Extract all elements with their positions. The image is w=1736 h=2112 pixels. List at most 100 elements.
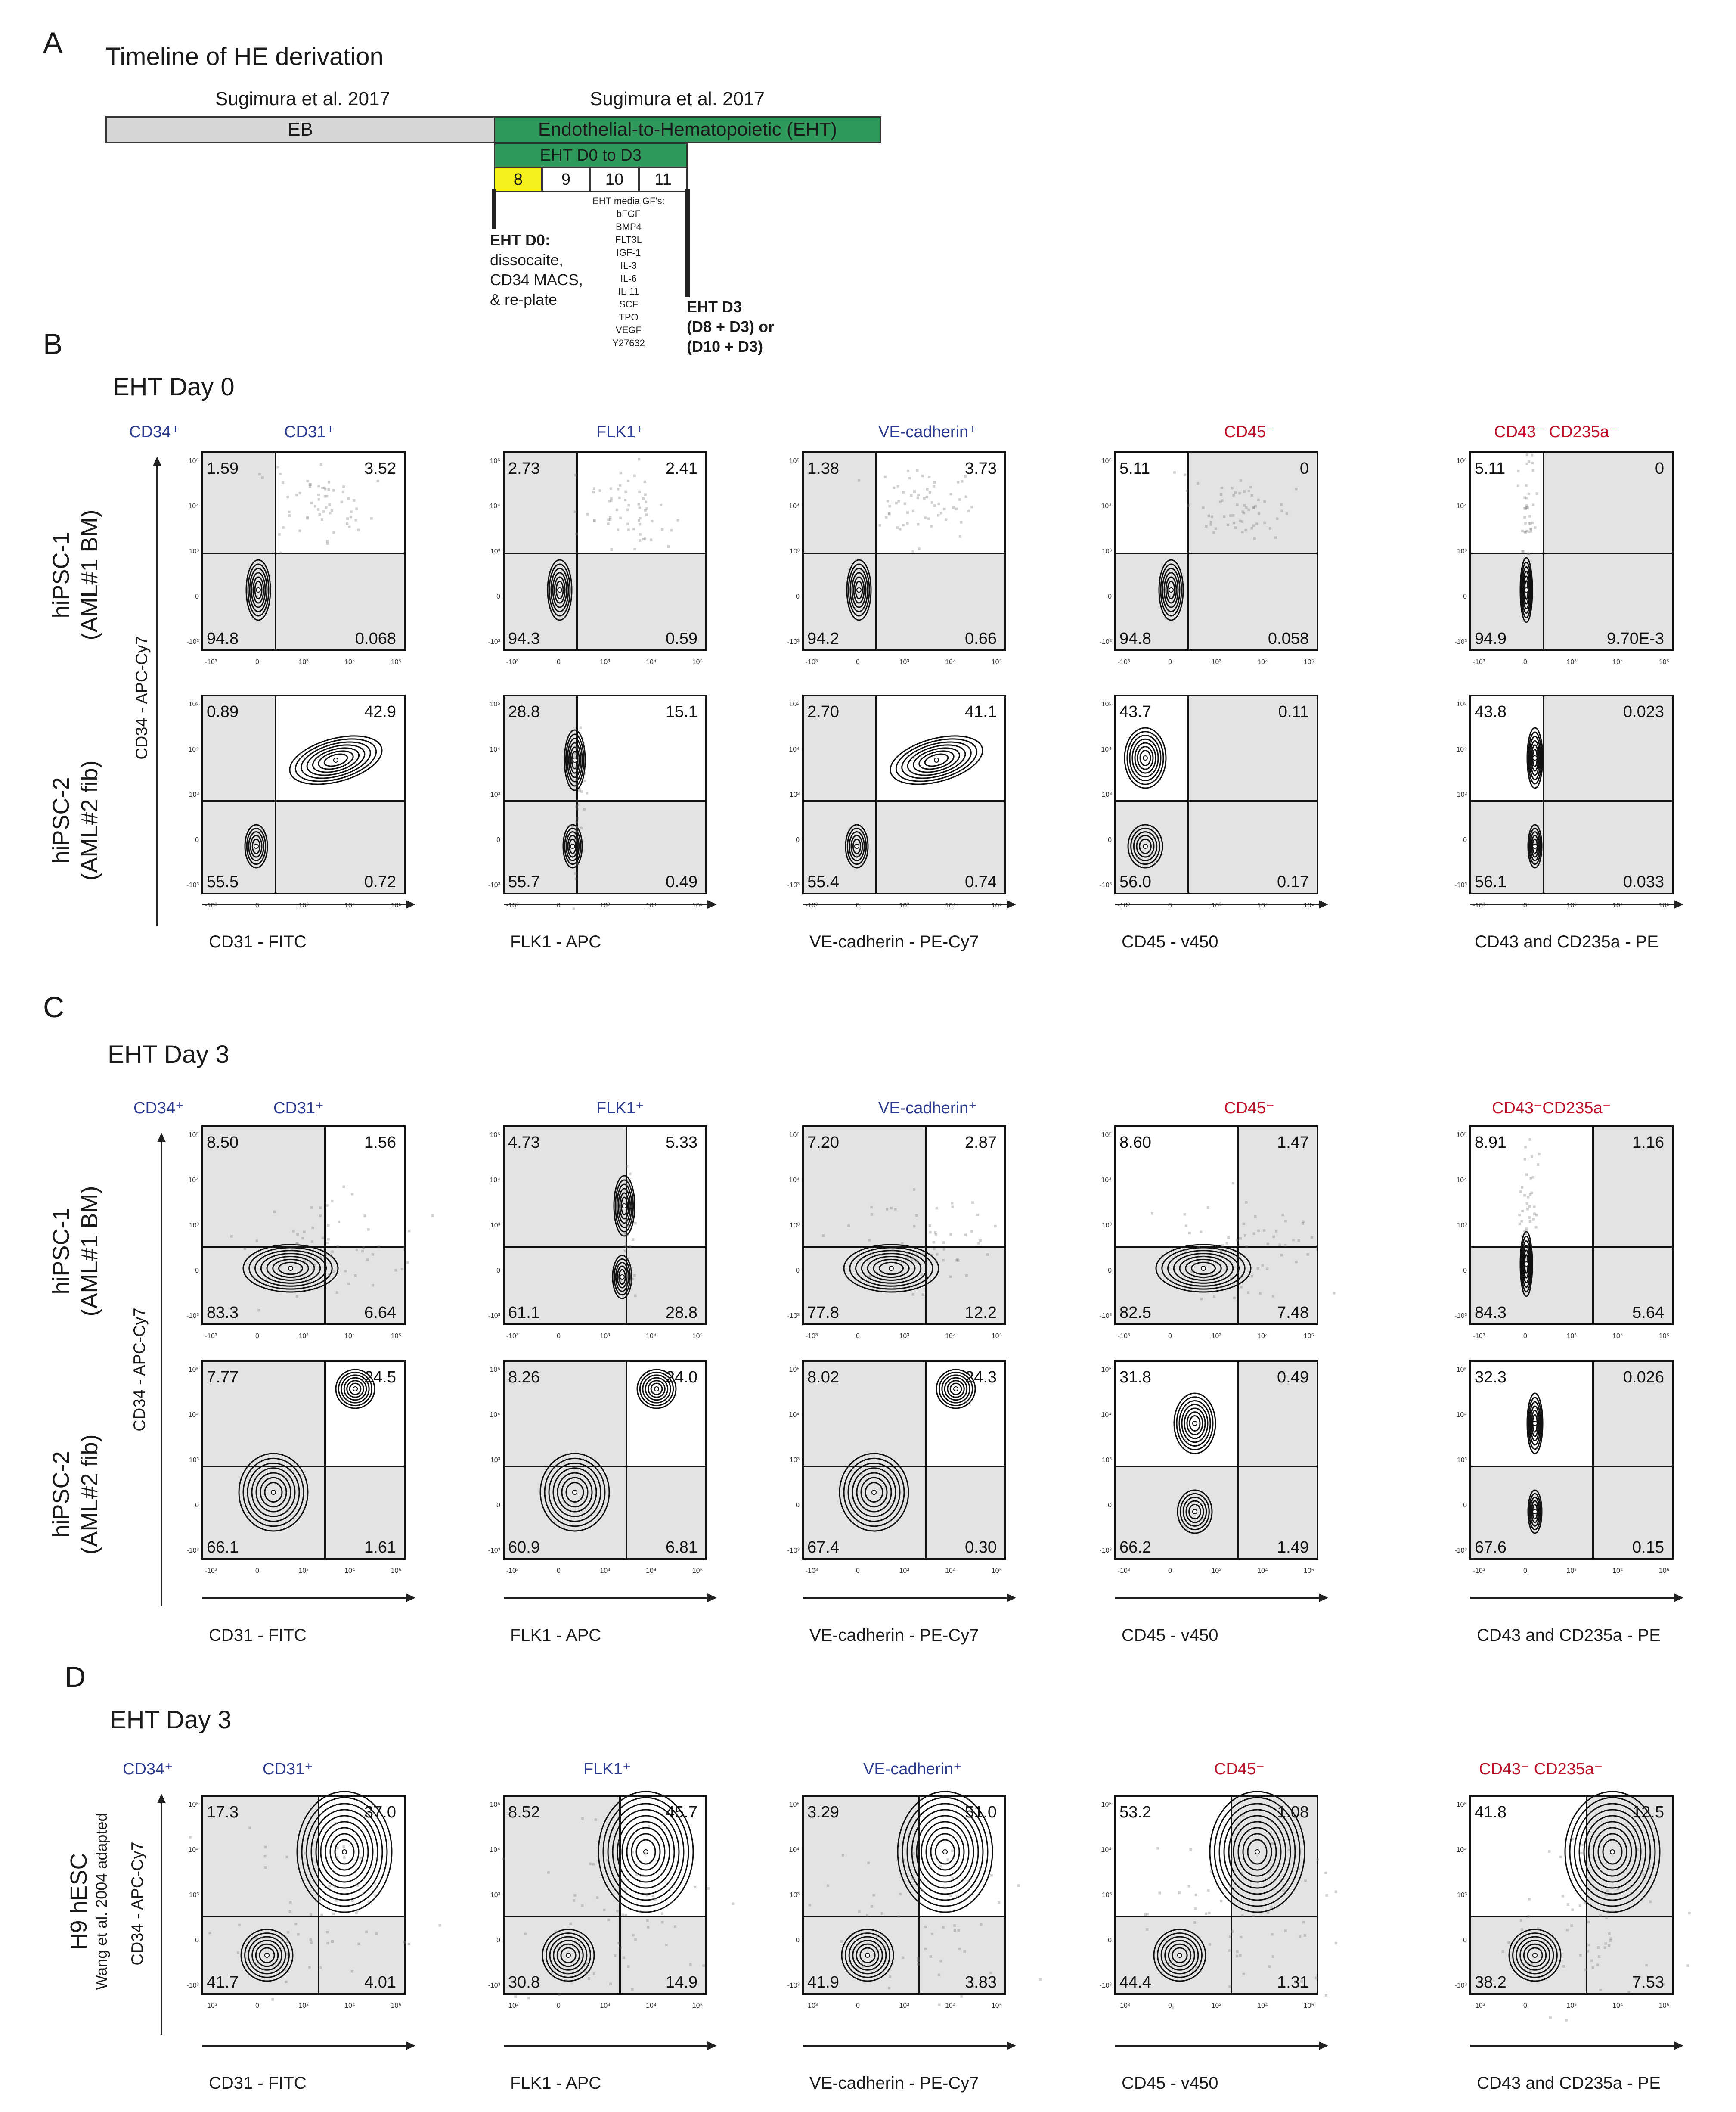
event-dot: [924, 1947, 927, 1950]
y-tick-label: -10³: [1100, 882, 1112, 889]
event-dot: [951, 1202, 954, 1205]
quadrant-percent: 28.8: [508, 703, 540, 721]
event-dot: [888, 1987, 891, 1990]
density-contour: [334, 1839, 355, 1865]
event-dot: [609, 487, 612, 490]
x-arrow-head: [1319, 1593, 1328, 1602]
event-dot: [955, 1259, 958, 1262]
y-tick-label: 10⁴: [1456, 1177, 1467, 1184]
flow-plot: 17.3 37.041.7 4.01-10³ 0 10³ 10⁴ 10⁵10⁵10⁴10³0…: [187, 1791, 441, 2010]
event-dot: [288, 1910, 291, 1913]
density-contour: [1173, 1392, 1216, 1454]
quadrant-percent: 3.73: [965, 460, 997, 478]
event-dot: [295, 494, 298, 497]
event-dot: [1039, 1978, 1042, 1981]
x-tick-label: 10⁵: [391, 658, 401, 666]
panel-b-y-marker: CD34⁺: [129, 423, 180, 441]
y-tick-label: 10⁴: [188, 746, 199, 753]
event-dot: [1245, 1245, 1248, 1248]
event-dot: [554, 1930, 557, 1933]
density-contour: [1564, 1791, 1661, 1913]
quadrant-percent: 8.26: [508, 1368, 540, 1386]
x-arrow-head: [1007, 900, 1016, 909]
event-dot: [327, 1238, 330, 1241]
event-dot: [572, 907, 575, 910]
event-dot: [359, 1857, 362, 1860]
event-dot: [355, 507, 358, 510]
event-dot: [614, 1954, 617, 1957]
event-dot: [594, 1818, 597, 1821]
event-dot: [1295, 488, 1298, 491]
event-dot: [401, 1267, 404, 1270]
density-core: [953, 1386, 958, 1391]
event-dot: [1270, 1906, 1273, 1909]
event-dot: [1184, 1224, 1187, 1227]
density-contour: [1127, 824, 1163, 869]
event-dot: [956, 1895, 959, 1898]
density-contour: [306, 1803, 383, 1901]
event-dot: [1295, 1261, 1298, 1264]
y-tick-label: 10³: [1102, 548, 1112, 555]
density-contour: [867, 1256, 916, 1281]
density-contour: [1167, 581, 1175, 599]
density-contour: [621, 1821, 670, 1883]
density-contour: [547, 559, 573, 621]
density-contour: [242, 1457, 304, 1527]
event-dot: [254, 1936, 257, 1939]
density-contour: [861, 1253, 922, 1284]
x-tick-label: -10³: [1473, 1332, 1485, 1340]
event-dot: [661, 528, 664, 531]
density-contour: [346, 1380, 364, 1398]
event-dot: [324, 488, 327, 491]
event-dot: [1304, 1879, 1307, 1882]
event-dot: [317, 498, 320, 501]
x-tick-label: -10³: [205, 1567, 217, 1575]
event-dot: [1517, 470, 1520, 473]
event-dot: [502, 1858, 505, 1861]
density-core: [264, 1953, 270, 1958]
event-dot: [303, 1260, 306, 1263]
event-dot: [626, 522, 629, 525]
event-dot: [356, 1909, 359, 1912]
x-tick-label: 10⁴: [344, 2002, 355, 2010]
event-dot: [581, 1904, 584, 1907]
panel-b-letter: B: [43, 328, 63, 360]
density-contour: [619, 1192, 629, 1220]
density-contour: [306, 744, 366, 776]
x-tick-label: 10³: [298, 1332, 309, 1340]
x-tick-label: 10⁵: [992, 2002, 1002, 2010]
y-tick-label: 0: [1108, 1937, 1112, 1944]
x-tick-label: 0: [856, 1567, 860, 1575]
event-dot: [647, 1926, 650, 1929]
event-dot: [1284, 1929, 1287, 1932]
event-dot: [1257, 1229, 1260, 1232]
event-dot: [915, 1214, 918, 1217]
event-dot: [354, 519, 357, 522]
ref-left: Sugimura et al. 2017: [215, 88, 391, 109]
event-dot: [1528, 1216, 1531, 1219]
event-dot: [1527, 1196, 1530, 1199]
density-contour: [546, 1932, 591, 1978]
density-contour: [1132, 738, 1159, 778]
event-dot: [1524, 507, 1527, 510]
event-dot: [939, 1865, 942, 1868]
density-contour: [616, 1183, 632, 1228]
density-contour: [1133, 831, 1158, 861]
y-tick-label: 10⁴: [789, 746, 800, 753]
gf-item: VEGF: [616, 325, 642, 335]
density-core: [570, 844, 575, 849]
quadrant-percent: 30.8: [508, 1973, 540, 1991]
shaded-quadrant: [504, 1126, 626, 1247]
event-dot: [371, 1284, 374, 1287]
quadrant-percent: 43.8: [1475, 703, 1507, 721]
event-dot: [915, 1253, 918, 1256]
event-dot: [313, 1264, 316, 1267]
density-contour: [1521, 566, 1531, 614]
event-dot: [286, 1953, 289, 1956]
event-dot: [917, 1959, 920, 1962]
row-line2: (AML#1 BM): [77, 509, 102, 640]
event-dot: [603, 1908, 606, 1911]
density-contour: [1521, 1240, 1531, 1288]
y-tick-label: 10⁵: [1101, 1366, 1112, 1373]
event-dot: [826, 1884, 829, 1887]
